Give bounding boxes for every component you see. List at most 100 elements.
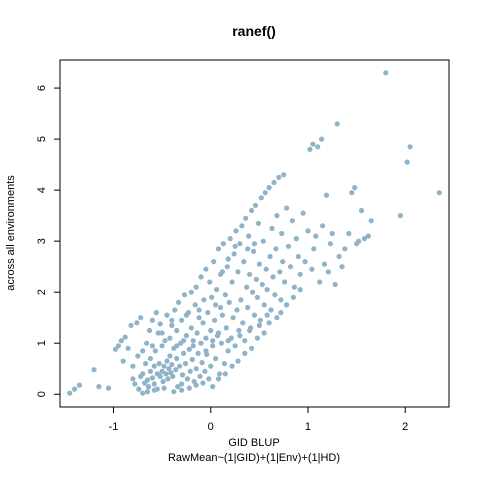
data-point	[309, 266, 315, 272]
data-point	[257, 317, 263, 323]
data-point	[180, 350, 187, 356]
data-point	[176, 299, 182, 305]
data-point	[212, 317, 218, 323]
data-point	[225, 348, 231, 354]
data-point	[193, 382, 199, 388]
data-point	[206, 376, 212, 382]
data-point	[115, 343, 121, 349]
data-point	[232, 243, 238, 249]
data-point	[200, 380, 206, 386]
data-point	[336, 253, 342, 260]
data-point	[346, 230, 352, 237]
data-point	[278, 297, 284, 303]
data-point	[383, 70, 389, 76]
data-point	[203, 348, 209, 354]
data-point	[284, 205, 290, 211]
data-point	[231, 251, 237, 257]
data-point	[122, 334, 128, 340]
y-tick-label: 1	[36, 340, 48, 346]
data-point	[235, 269, 241, 275]
data-point	[264, 287, 270, 293]
data-point	[234, 307, 240, 313]
data-point	[196, 307, 202, 313]
data-point	[167, 335, 173, 341]
data-point	[179, 317, 185, 323]
data-point	[342, 246, 348, 252]
data-point	[146, 327, 153, 334]
data-point	[274, 315, 280, 321]
data-point	[159, 330, 165, 336]
data-point	[222, 292, 228, 298]
data-point	[256, 322, 262, 328]
data-point	[210, 338, 216, 344]
data-point	[284, 302, 290, 308]
data-point	[215, 376, 222, 382]
data-point	[238, 297, 244, 303]
data-point	[163, 371, 169, 377]
data-point	[219, 269, 225, 275]
chart-title: ranef()	[232, 23, 276, 39]
y-tick-label: 5	[36, 136, 48, 142]
data-point	[170, 373, 176, 379]
data-point	[297, 287, 303, 293]
data-point	[138, 315, 144, 321]
data-point	[200, 320, 206, 326]
data-point	[261, 330, 267, 336]
data-point	[319, 136, 325, 142]
data-point	[334, 121, 340, 127]
data-point	[215, 246, 222, 252]
data-point	[349, 190, 355, 196]
data-point	[311, 246, 317, 252]
data-point	[263, 266, 269, 272]
data-point	[162, 338, 168, 344]
data-point	[130, 363, 136, 369]
data-point	[264, 312, 270, 318]
data-point	[215, 330, 222, 336]
data-point	[256, 261, 262, 267]
data-point	[225, 338, 231, 344]
data-point	[157, 373, 163, 379]
data-point	[210, 384, 216, 390]
data-point	[143, 361, 149, 367]
data-point	[323, 192, 330, 198]
data-point	[194, 330, 200, 336]
data-point	[327, 241, 333, 247]
data-point	[225, 256, 231, 262]
x-tick-label: 1	[305, 421, 311, 433]
data-point	[132, 381, 138, 387]
data-point	[307, 146, 313, 152]
data-point	[237, 241, 243, 247]
data-point	[233, 228, 239, 234]
data-point	[250, 289, 256, 295]
data-point	[239, 223, 245, 229]
data-point	[254, 335, 260, 341]
data-point	[106, 385, 112, 391]
data-point	[259, 281, 265, 288]
data-point	[305, 228, 311, 234]
data-point	[174, 327, 180, 334]
data-point	[230, 315, 236, 321]
data-point	[252, 202, 259, 208]
data-point	[149, 343, 155, 349]
data-point	[289, 218, 295, 224]
data-point	[266, 185, 272, 191]
data-point	[156, 361, 162, 367]
data-point	[67, 390, 73, 396]
data-point	[247, 327, 253, 334]
data-point	[250, 248, 257, 254]
data-point	[183, 312, 189, 318]
data-point	[279, 230, 285, 237]
data-point	[244, 284, 250, 290]
data-point	[320, 223, 326, 229]
data-point	[251, 312, 258, 318]
data-point	[165, 376, 171, 382]
data-point	[186, 385, 192, 391]
data-point	[329, 230, 335, 237]
data-point	[397, 213, 403, 219]
data-point	[300, 210, 306, 216]
data-point	[157, 321, 163, 327]
y-axis: 0 1 2 3 4 5 6	[36, 85, 61, 397]
data-point	[174, 343, 180, 349]
data-point	[235, 358, 241, 364]
data-point	[352, 185, 358, 191]
